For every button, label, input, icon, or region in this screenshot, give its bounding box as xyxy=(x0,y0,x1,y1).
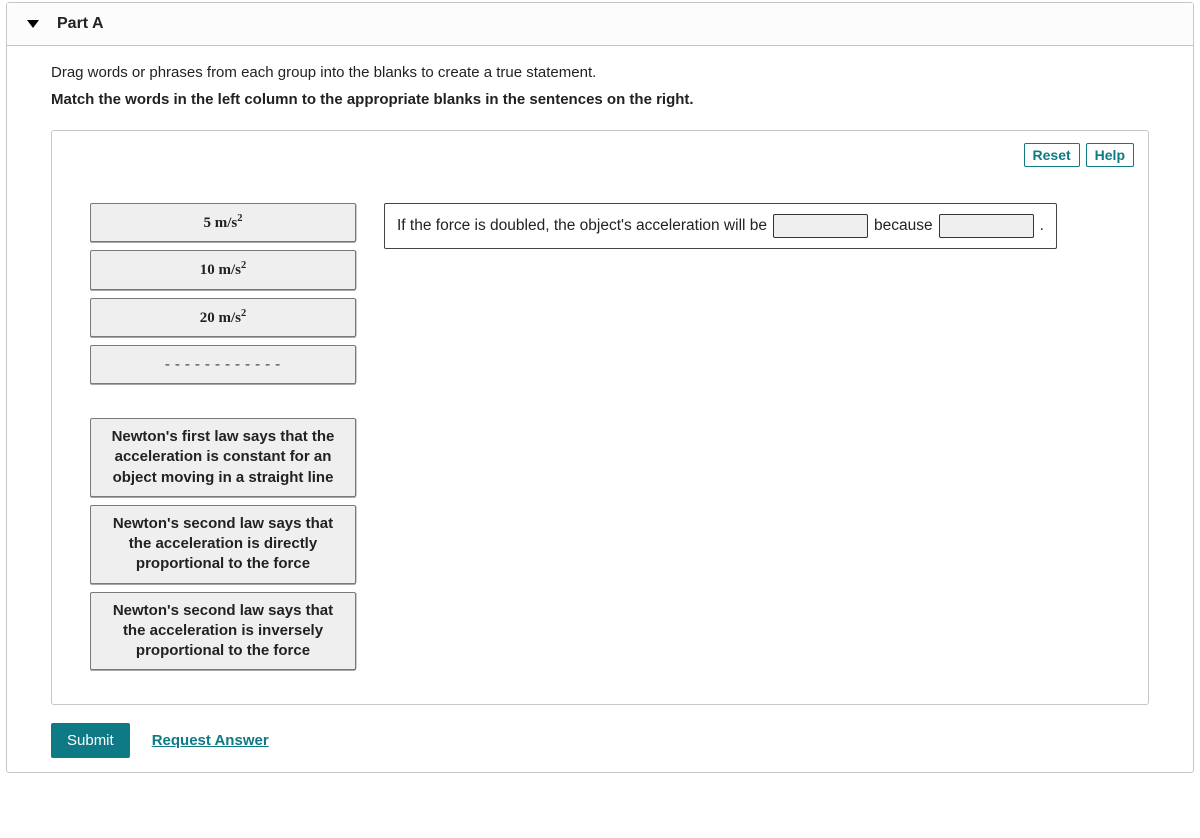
instruction-line-1: Drag words or phrases from each group in… xyxy=(51,64,1149,81)
part-title: Part A xyxy=(57,15,104,33)
chip-newton-second-inverse[interactable]: Newton's second law says that the accele… xyxy=(90,592,356,671)
sentence-box: If the force is doubled, the object's ac… xyxy=(384,203,1057,249)
chip-unit: m/s xyxy=(215,215,238,231)
sentence-target: If the force is doubled, the object's ac… xyxy=(384,203,1130,670)
instruction-line-2: Match the words in the left column to th… xyxy=(51,91,1149,108)
chip-exp: 2 xyxy=(241,308,246,319)
drag-drop-area: Reset Help 5 m/s2 10 m/s2 20 m/s2 ---- xyxy=(51,130,1149,705)
help-button[interactable]: Help xyxy=(1086,143,1134,167)
chip-10ms2[interactable]: 10 m/s2 xyxy=(90,250,356,289)
workbox-tools: Reset Help xyxy=(1024,143,1134,167)
draggable-options: 5 m/s2 10 m/s2 20 m/s2 ------------ Newt… xyxy=(70,203,356,670)
chip-newton-second-direct[interactable]: Newton's second law says that the accele… xyxy=(90,505,356,584)
sentence-seg1: If the force is doubled, the object's ac… xyxy=(397,216,767,236)
sentence-seg2: because xyxy=(874,216,933,236)
chip-dashes: ------------ xyxy=(163,355,283,373)
chip-20ms2[interactable]: 20 m/s2 xyxy=(90,298,356,337)
blank-acceleration[interactable] xyxy=(773,214,868,238)
request-answer-link[interactable]: Request Answer xyxy=(152,732,269,749)
sentence-seg3: . xyxy=(1040,216,1044,236)
caret-down-icon xyxy=(27,20,39,28)
blank-reason[interactable] xyxy=(939,214,1034,238)
footer: Submit Request Answer xyxy=(51,723,1149,758)
part-container: Part A Drag words or phrases from each g… xyxy=(6,2,1194,773)
chip-value: 5 xyxy=(204,215,212,231)
part-body: Drag words or phrases from each group in… xyxy=(7,46,1193,772)
chip-unit: m/s xyxy=(219,262,242,278)
chip-unit: m/s xyxy=(219,310,242,326)
submit-button[interactable]: Submit xyxy=(51,723,130,758)
chip-newton-first[interactable]: Newton's first law says that the acceler… xyxy=(90,418,356,497)
chip-5ms2[interactable]: 5 m/s2 xyxy=(90,203,356,242)
chip-blank[interactable]: ------------ xyxy=(90,345,356,384)
reset-button[interactable]: Reset xyxy=(1024,143,1080,167)
chip-value: 10 xyxy=(200,262,215,278)
chip-exp: 2 xyxy=(237,213,242,224)
part-header[interactable]: Part A xyxy=(7,3,1193,46)
chip-exp: 2 xyxy=(241,260,246,271)
chip-value: 20 xyxy=(200,310,215,326)
